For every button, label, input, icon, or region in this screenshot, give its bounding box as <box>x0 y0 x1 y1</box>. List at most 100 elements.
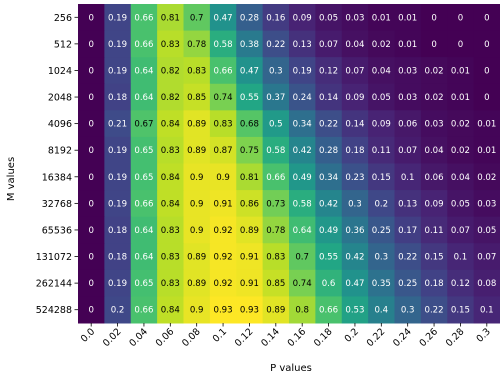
cell-value-label: 0.22 <box>398 253 417 263</box>
cell-value-label: 0.18 <box>345 146 364 156</box>
heatmap-cell <box>341 30 369 58</box>
heatmap-cell <box>420 110 448 138</box>
heatmap-cell <box>104 57 132 85</box>
cell-value-label: 0.02 <box>424 66 443 76</box>
cell-value-label: 0.86 <box>240 199 259 209</box>
x-tick-label: 0.0 <box>79 326 97 344</box>
cell-value-label: 0.19 <box>108 40 127 50</box>
cell-value-label: 0.83 <box>161 146 180 156</box>
heatmap-cell <box>183 163 211 191</box>
cell-value-label: 0.24 <box>293 93 312 103</box>
cell-value-label: 0.81 <box>161 13 180 23</box>
heatmap-cell <box>262 57 290 85</box>
x-tick-label: 0.1 <box>211 326 229 344</box>
heatmap-cell <box>209 83 237 111</box>
cell-value-label: 0.17 <box>398 226 417 236</box>
y-tick-label: 262144 <box>36 279 72 290</box>
cell-value-label: 0.67 <box>134 120 153 130</box>
cell-value-label: 0.01 <box>451 66 470 76</box>
cell-value-label: 0.83 <box>266 253 285 263</box>
cell-value-label: 0.07 <box>319 40 338 50</box>
cell-value-label: 0 <box>88 13 93 23</box>
heatmap-cell <box>368 4 395 32</box>
cell-value-label: 0.84 <box>161 173 180 183</box>
y-tick-label: 32768 <box>42 199 72 210</box>
x-tick-label: 0.3 <box>474 326 492 344</box>
cell-value-label: 0.64 <box>134 66 153 76</box>
cell-value-label: 0.89 <box>187 146 206 156</box>
cell-value-label: 0.65 <box>134 146 153 156</box>
cell-value-label: 0.91 <box>213 199 232 209</box>
cell-value-label: 0.18 <box>108 93 127 103</box>
heatmap-cell <box>78 163 105 191</box>
heatmap-cell <box>473 110 500 138</box>
heatmap-cell <box>157 216 184 244</box>
cell-value-label: 0.8 <box>295 306 309 316</box>
cell-value-label: 0.01 <box>477 120 496 130</box>
heatmap-cell <box>394 269 422 297</box>
heatmap-cell <box>130 57 158 85</box>
cell-value-label: 0.2 <box>374 199 388 209</box>
heatmap-cell <box>209 216 237 244</box>
heatmap-cell <box>209 4 237 32</box>
heatmap-cell <box>473 243 500 271</box>
cell-value-label: 0.06 <box>398 120 417 130</box>
heatmap-cell <box>209 57 237 85</box>
heatmap-cell <box>289 190 316 218</box>
cell-value-label: 0.14 <box>319 93 338 103</box>
heatmap-cell <box>289 110 316 138</box>
heatmap-cell <box>157 136 184 164</box>
cell-value-label: 0.03 <box>398 66 417 76</box>
heatmap-cell <box>130 243 158 271</box>
heatmap-cell <box>420 243 448 271</box>
cell-value-label: 0.22 <box>266 40 285 50</box>
heatmap-cell <box>262 190 290 218</box>
heatmap-cell <box>368 190 395 218</box>
cell-value-label: 0.66 <box>134 306 153 316</box>
cell-value-label: 0.66 <box>134 40 153 50</box>
cell-value-label: 0.03 <box>398 93 417 103</box>
cell-value-labels: 0 0.19 0.66 0.81 0.7 0.47 0.28 0.16 0.09 0.05 0.03… <box>88 13 496 315</box>
cell-value-label: 0.01 <box>372 13 391 23</box>
cell-value-label: 0.49 <box>319 226 338 236</box>
heatmap-cell <box>447 30 475 58</box>
cell-value-label: 0.89 <box>266 306 285 316</box>
heatmap-cell <box>78 83 105 111</box>
heatmap-cell <box>447 110 475 138</box>
cell-value-label: 0.42 <box>319 199 338 209</box>
heatmap-cell <box>130 4 158 32</box>
heatmap-cell <box>183 136 211 164</box>
cell-value-label: 0.91 <box>240 253 259 263</box>
y-tick-label: 4096 <box>48 119 72 130</box>
cell-value-label: 0.19 <box>108 146 127 156</box>
cell-value-label: 0.01 <box>398 40 417 50</box>
cell-value-label: 0.47 <box>213 13 232 23</box>
cell-value-label: 0.75 <box>240 146 259 156</box>
cell-value-label: 0.05 <box>372 93 391 103</box>
cell-value-label: 0.64 <box>134 93 153 103</box>
cell-value-label: 0.02 <box>477 173 496 183</box>
cell-value-label: 0.83 <box>187 66 206 76</box>
heatmap-cell <box>315 190 343 218</box>
heatmap-cell <box>104 163 132 191</box>
y-tick-label: 256 <box>54 13 72 24</box>
heatmap-cell <box>130 296 158 324</box>
cell-value-label: 0 <box>431 40 436 50</box>
heatmap-cell <box>341 296 369 324</box>
cell-value-label: 0.83 <box>161 253 180 263</box>
heatmap-cell <box>262 136 290 164</box>
heatmap-cell <box>262 216 290 244</box>
cell-value-label: 0.08 <box>477 279 496 289</box>
cell-value-label: 0.05 <box>319 13 338 23</box>
cell-value-label: 0.14 <box>345 120 364 130</box>
heatmap-cell <box>157 243 184 271</box>
cell-value-label: 0.7 <box>295 253 309 263</box>
cell-value-label: 0.15 <box>424 253 443 263</box>
x-tick-label: 0.02 <box>101 326 124 349</box>
cell-value-label: 0.03 <box>424 120 443 130</box>
heatmap-cell <box>236 296 264 324</box>
heatmap-cell <box>289 83 316 111</box>
heatmap-cell <box>368 163 395 191</box>
cell-value-label: 0.66 <box>134 199 153 209</box>
heatmap-cell <box>183 30 211 58</box>
